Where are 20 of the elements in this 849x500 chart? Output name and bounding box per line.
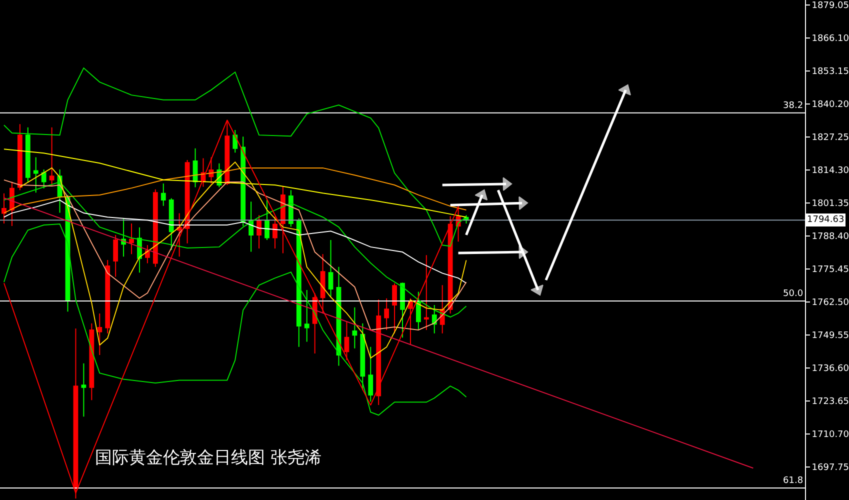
y-tick-label: 1853.15 bbox=[812, 67, 849, 78]
annotation: 38.2 bbox=[783, 101, 804, 111]
y-tick-label: 1775.45 bbox=[812, 265, 849, 276]
y-tick-label: 1801.35 bbox=[812, 199, 849, 210]
annotation: 国际黄金伦敦金日线图 张尧浠 bbox=[95, 448, 322, 468]
y-tick-label: 1866.10 bbox=[812, 34, 849, 44]
y-tick-label: 1710.70 bbox=[812, 430, 849, 440]
annotation: 50.0 bbox=[783, 289, 804, 299]
y-tick-label: 1762.50 bbox=[812, 298, 849, 308]
y-tick-label: 1827.25 bbox=[812, 133, 849, 144]
y-tick-label: 1814.30 bbox=[812, 166, 849, 176]
y-tick-label: 1788.40 bbox=[812, 232, 849, 242]
annotation: 61.8 bbox=[783, 476, 804, 486]
y-tick-label: 1736.60 bbox=[812, 364, 849, 374]
y-tick-label: 1723.65 bbox=[812, 397, 849, 408]
y-tick-label: 1879.05 bbox=[812, 1, 849, 12]
y-tick-label: 1840.20 bbox=[812, 100, 849, 110]
y-tick-label: 1697.75 bbox=[812, 463, 849, 474]
y-tick-label: 1749.55 bbox=[812, 331, 849, 342]
ref-line-label: 1794.63 bbox=[807, 215, 844, 225]
